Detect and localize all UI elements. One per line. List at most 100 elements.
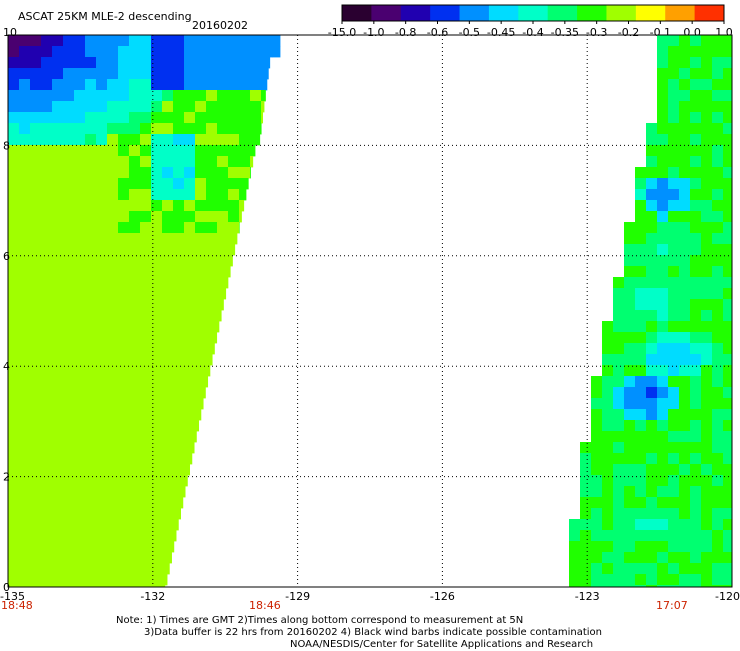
swath-cell bbox=[74, 519, 86, 531]
swath-cell bbox=[30, 156, 42, 168]
swath-cell bbox=[679, 200, 691, 212]
swath-cell bbox=[228, 167, 240, 179]
swath-cell bbox=[239, 57, 251, 69]
swath-cell bbox=[635, 475, 647, 487]
swath-cell bbox=[701, 35, 713, 47]
swath-cell bbox=[701, 475, 713, 487]
swath-cell bbox=[679, 321, 691, 333]
swath-cell bbox=[96, 376, 108, 388]
swath-cell bbox=[19, 299, 31, 311]
swath-cell bbox=[41, 420, 53, 432]
swath-cell bbox=[635, 200, 647, 212]
swath-cell bbox=[85, 530, 97, 542]
swath-cell bbox=[184, 233, 196, 245]
swath-cell bbox=[118, 35, 130, 47]
swath-cell bbox=[63, 332, 75, 344]
swath-cell bbox=[107, 255, 119, 267]
swath-cell bbox=[668, 376, 680, 388]
swath-cell bbox=[19, 101, 31, 113]
swath-cell bbox=[129, 310, 141, 322]
swath-cell bbox=[701, 354, 713, 366]
swath-cell bbox=[635, 321, 647, 333]
swath-cell bbox=[140, 475, 152, 487]
swath-cell bbox=[96, 530, 108, 542]
swath-cell bbox=[151, 321, 163, 333]
swath-cell bbox=[96, 519, 108, 531]
swath-cell bbox=[107, 442, 119, 454]
swath-cell bbox=[657, 321, 669, 333]
swath-cell bbox=[723, 123, 733, 135]
swath-cell bbox=[8, 365, 20, 377]
swath-cell bbox=[107, 277, 119, 289]
swath-cell bbox=[701, 442, 713, 454]
swath-cell bbox=[261, 35, 273, 47]
swath-cell bbox=[30, 277, 42, 289]
swath-cell bbox=[151, 189, 163, 201]
swath-cell bbox=[140, 310, 152, 322]
swath-cell bbox=[646, 387, 658, 399]
swath-cell bbox=[635, 420, 647, 432]
swath-cell bbox=[41, 563, 53, 575]
swath-cell bbox=[679, 343, 691, 355]
swath-cell bbox=[30, 90, 42, 102]
swath-cell bbox=[580, 585, 592, 588]
swath-cell bbox=[184, 156, 196, 168]
swath-cell bbox=[107, 530, 119, 542]
swath-cell bbox=[690, 431, 702, 443]
swath-cell bbox=[679, 354, 691, 366]
swath-cell bbox=[602, 321, 614, 333]
swath-cell bbox=[206, 167, 218, 179]
swath-cell bbox=[635, 244, 647, 256]
swath-cell bbox=[74, 464, 86, 476]
swath-cell bbox=[701, 255, 713, 267]
swath-cell bbox=[624, 310, 636, 322]
swath-cell bbox=[63, 365, 75, 377]
swath-cell bbox=[74, 321, 86, 333]
swath-cell bbox=[8, 189, 20, 201]
swath-cell bbox=[668, 343, 680, 355]
swath-cell bbox=[63, 563, 75, 575]
swath-cell bbox=[41, 387, 53, 399]
swath-cell bbox=[580, 486, 592, 498]
swath-cell bbox=[162, 387, 174, 399]
swath-cell bbox=[96, 464, 108, 476]
swath-cell bbox=[679, 68, 691, 80]
swath-cell bbox=[195, 343, 207, 355]
swath-cell bbox=[96, 189, 108, 201]
swath-cell bbox=[52, 200, 64, 212]
swath-cell bbox=[646, 332, 658, 344]
swath-cell bbox=[602, 585, 614, 588]
swath-cell bbox=[646, 156, 658, 168]
swath-cell bbox=[646, 233, 658, 245]
swath-cell bbox=[690, 530, 702, 542]
swath-cell bbox=[712, 541, 724, 553]
swath-cell bbox=[151, 156, 163, 168]
swath-cell bbox=[657, 585, 669, 588]
swath-cell bbox=[129, 266, 141, 278]
swath-cell bbox=[85, 90, 97, 102]
swath-cell bbox=[85, 156, 97, 168]
swath-cell bbox=[8, 178, 20, 190]
swath-cell bbox=[646, 354, 658, 366]
swath-cell bbox=[723, 431, 733, 443]
swath-cell bbox=[580, 453, 592, 465]
swath-cell bbox=[195, 178, 207, 190]
swath-cell bbox=[690, 354, 702, 366]
swath-cell bbox=[206, 79, 218, 91]
swath-cell bbox=[85, 57, 97, 69]
swath-cell bbox=[712, 497, 724, 509]
swath-cell bbox=[8, 398, 20, 410]
swath-cell bbox=[206, 266, 218, 278]
swath-cell bbox=[657, 541, 669, 553]
swath-cell bbox=[162, 233, 174, 245]
swath-cell bbox=[41, 464, 53, 476]
swath-cell bbox=[41, 354, 53, 366]
swath-cell bbox=[52, 178, 64, 190]
swath-cell bbox=[30, 574, 42, 586]
swath-cell bbox=[140, 288, 152, 300]
swath-cell bbox=[118, 453, 130, 465]
swath-cell bbox=[701, 57, 713, 69]
swath-cell bbox=[591, 464, 603, 476]
swath-cell bbox=[63, 420, 75, 432]
swath-cell bbox=[602, 332, 614, 344]
